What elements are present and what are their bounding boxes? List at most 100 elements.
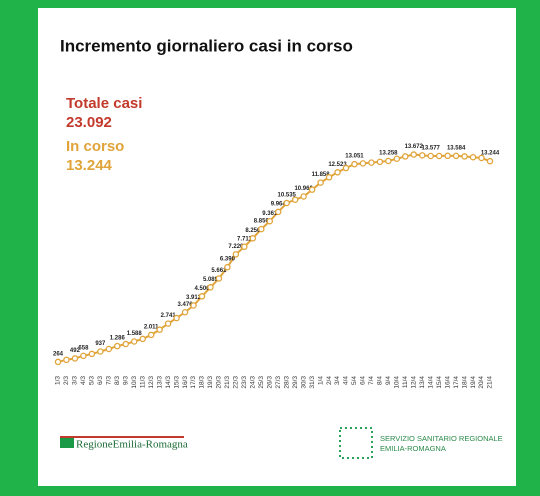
point xyxy=(215,275,223,282)
point xyxy=(410,151,418,158)
point xyxy=(54,358,62,366)
logo-icon xyxy=(60,436,74,448)
value-label: 13.244 xyxy=(481,151,500,157)
point xyxy=(266,217,274,225)
value-label: 492 xyxy=(70,348,81,354)
value-label: 13.672 xyxy=(405,144,424,150)
x-tick-label: 8/3 xyxy=(114,376,121,385)
x-tick-label: 10/3 xyxy=(131,376,138,389)
x-tick-label: 29/3 xyxy=(292,376,299,389)
point xyxy=(308,186,316,193)
x-tick-label: 30/3 xyxy=(300,376,307,389)
x-tick-label: 2/3 xyxy=(63,376,70,385)
x-tick-label: 27/3 xyxy=(275,376,282,389)
x-tick-label: 26/3 xyxy=(266,376,273,389)
x-tick-label: 12/3 xyxy=(148,376,155,389)
value-label: 4.506 xyxy=(194,286,210,292)
value-label: 658 xyxy=(78,345,89,351)
point xyxy=(232,251,240,258)
value-label: 5.089 xyxy=(203,277,219,283)
point xyxy=(97,348,104,355)
point xyxy=(283,199,290,207)
point xyxy=(325,174,333,181)
x-tick-label: 16/3 xyxy=(182,376,189,389)
x-tick-label: 16/4 xyxy=(444,376,451,389)
x-tick-label: 7/3 xyxy=(106,376,113,385)
value-label: 12.523 xyxy=(328,162,347,168)
x-tick-label: 6/4 xyxy=(360,376,367,385)
x-tick-label: 7/4 xyxy=(368,376,375,385)
x-tick-label: 5/4 xyxy=(351,376,358,385)
point xyxy=(393,155,401,162)
point xyxy=(114,342,121,350)
point xyxy=(63,356,70,364)
x-tick-label: 1/4 xyxy=(317,376,324,385)
total-value: 13.244 xyxy=(66,157,113,174)
point xyxy=(130,338,138,345)
value-label: 5.661 xyxy=(211,268,227,274)
x-tick-label: 15/3 xyxy=(173,376,180,389)
logo-text: RegioneEmilia-Romagna xyxy=(76,439,188,451)
value-label: 11.858 xyxy=(312,172,331,178)
x-tick-label: 4/3 xyxy=(80,376,87,385)
point xyxy=(359,160,367,167)
x-tick-label: 4/4 xyxy=(343,376,350,385)
x-tick-label: 23/3 xyxy=(241,376,248,389)
value-label: 8.256 xyxy=(245,228,261,234)
point xyxy=(444,152,451,160)
point xyxy=(173,314,180,322)
point xyxy=(452,152,460,160)
x-tick-label: 3/3 xyxy=(72,376,79,385)
point xyxy=(427,152,434,160)
point xyxy=(385,157,392,165)
value-label: 13.258 xyxy=(379,151,398,157)
logo-icon xyxy=(339,427,373,459)
point xyxy=(418,152,426,159)
x-tick-label: 1/3 xyxy=(55,376,62,385)
x-tick-label: 9/3 xyxy=(122,376,129,385)
point xyxy=(461,153,468,160)
x-tick-label: 20/4 xyxy=(478,376,485,389)
point xyxy=(300,193,307,200)
x-tick-label: 10/4 xyxy=(394,376,401,389)
x-tick-label: 24/3 xyxy=(250,376,257,389)
x-tick-label: 17/4 xyxy=(453,376,460,389)
point xyxy=(207,284,214,291)
point xyxy=(164,320,172,327)
point xyxy=(105,345,113,353)
x-tick-label: 21/4 xyxy=(487,376,494,389)
point xyxy=(88,350,96,358)
value-label: 7.711 xyxy=(237,236,252,242)
point xyxy=(258,225,265,233)
point xyxy=(190,302,197,309)
x-tick-label: 14/3 xyxy=(165,376,172,389)
x-tick-label: 6/3 xyxy=(97,376,104,385)
x-tick-label: 2/4 xyxy=(326,376,333,385)
x-tick-label: 15/4 xyxy=(436,376,443,389)
x-tick-label: 3/4 xyxy=(334,376,341,385)
value-label: 2.741 xyxy=(161,313,177,319)
logo-text: SERVIZIO SANITARIO REGIONALE xyxy=(380,434,503,443)
point xyxy=(198,293,206,300)
chart-title: Incremento giornaliero casi in corso xyxy=(60,36,353,55)
point xyxy=(80,352,87,360)
x-tick-label: 5/3 xyxy=(89,376,96,385)
x-tick-label: 17/3 xyxy=(190,376,197,389)
x-tick-label: 18/3 xyxy=(199,376,206,389)
point xyxy=(241,243,248,250)
point xyxy=(486,157,494,165)
x-tick-label: 9/4 xyxy=(385,376,392,385)
value-label: 9.361 xyxy=(262,211,278,217)
total-label: In corso xyxy=(66,138,124,155)
point xyxy=(274,208,282,216)
point xyxy=(317,179,324,186)
point xyxy=(376,158,384,166)
value-label: 10.960 xyxy=(294,186,313,192)
point xyxy=(181,308,189,316)
point xyxy=(139,335,146,343)
point xyxy=(478,154,485,162)
point xyxy=(156,326,163,333)
point xyxy=(249,235,257,242)
value-label: 3.912 xyxy=(186,295,202,301)
